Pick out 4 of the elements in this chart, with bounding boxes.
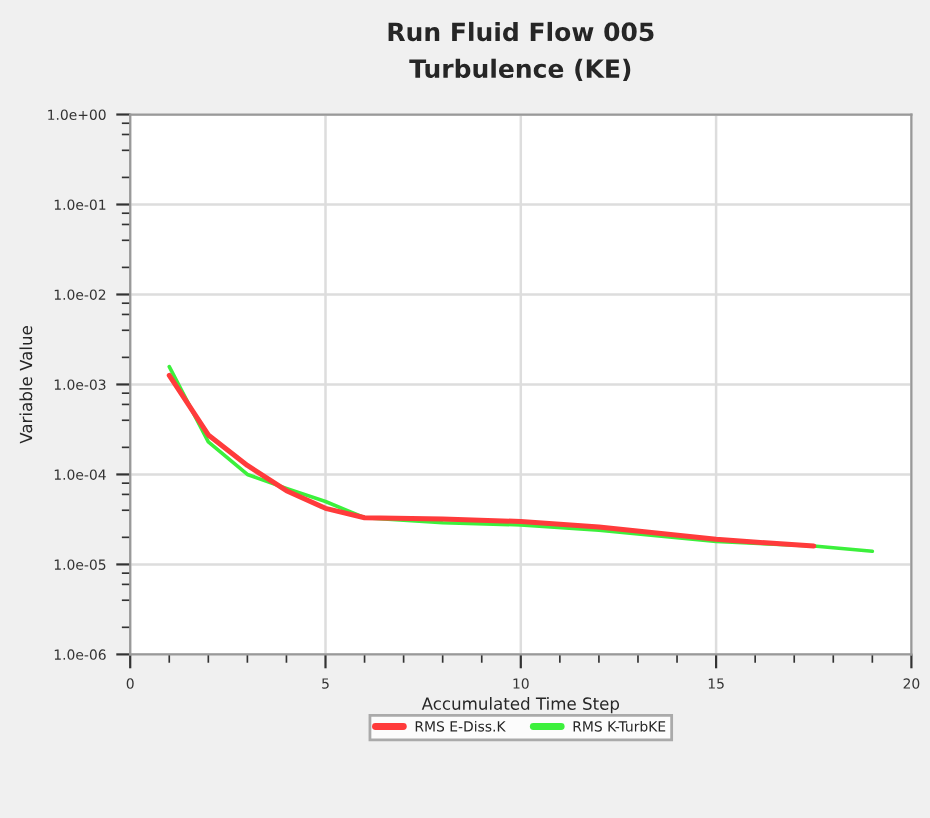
chart-title: Run Fluid Flow 005 xyxy=(388,21,654,42)
y-axis-title: Variable Value xyxy=(19,326,33,444)
chart-subtitle: Turbulence (KE) xyxy=(409,58,631,82)
x-axis-title: Accumulated Time Step xyxy=(421,697,620,714)
